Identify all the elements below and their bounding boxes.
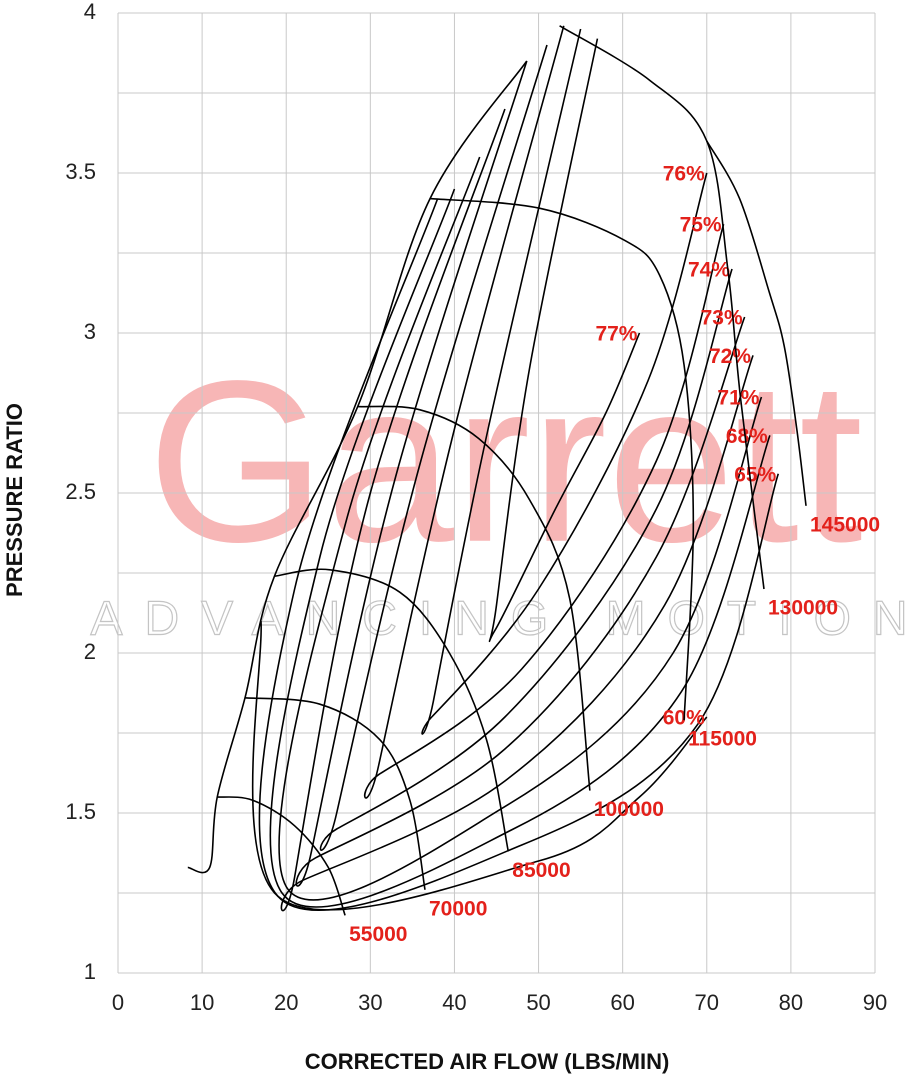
efficiency-label: 72% <box>709 345 751 368</box>
y-tick-label: 3 <box>84 319 96 344</box>
efficiency-contour <box>488 38 641 642</box>
speed-label: 130000 <box>768 597 838 620</box>
speed-line <box>706 140 807 506</box>
y-tick-label: 1.5 <box>65 799 96 824</box>
speed-line <box>244 697 426 890</box>
x-tick-label: 60 <box>610 990 634 1015</box>
efficiency-contour <box>295 60 746 887</box>
watermark-brand: Garrett <box>147 333 863 590</box>
x-tick-label: 20 <box>274 990 298 1015</box>
x-tick-label: 70 <box>695 990 719 1015</box>
y-tick-label: 4 <box>84 0 96 24</box>
efficiency-contour <box>269 188 771 908</box>
speed-line <box>559 25 765 590</box>
efficiency-label: 65% <box>734 463 776 486</box>
efficiency-contour <box>280 108 754 912</box>
x-tick-label: 90 <box>863 990 887 1015</box>
efficiency-label: 74% <box>688 259 730 282</box>
efficiency-contour <box>363 25 725 799</box>
speed-line <box>429 197 695 721</box>
efficiency-label: 73% <box>701 307 743 330</box>
efficiency-label: 77% <box>595 323 637 346</box>
efficiency-label: 75% <box>680 214 722 237</box>
speed-label: 115000 <box>688 728 757 751</box>
speed-label: 100000 <box>594 798 664 821</box>
x-tick-label: 0 <box>112 990 124 1015</box>
y-tick-label: 2 <box>84 639 96 664</box>
efficiency-contour <box>319 44 733 851</box>
efficiency-label: 76% <box>663 163 705 186</box>
y-tick-label: 3.5 <box>65 159 96 184</box>
watermark-tagline: ADVANCING MOTION <box>90 593 924 646</box>
x-axis-title: CORRECTED AIR FLOW (LBS/MIN) <box>305 1049 670 1074</box>
efficiency-label: 68% <box>726 425 768 448</box>
x-tick-label: 30 <box>358 990 382 1015</box>
efficiency-label: 71% <box>717 387 759 410</box>
speed-label: 55000 <box>349 923 407 946</box>
y-axis-title: PRESSURE RATIO <box>2 403 27 597</box>
efficiency-contour <box>421 28 708 735</box>
speed-label: 145000 <box>810 513 880 536</box>
speed-label: 85000 <box>512 859 570 882</box>
plot: 77%76%75%74%73%72%71%68%65%60%5500070000… <box>187 25 880 946</box>
speed-line <box>217 796 346 916</box>
y-tick-label: 2.5 <box>65 479 96 504</box>
x-tick-label: 40 <box>442 990 466 1015</box>
speed-label: 70000 <box>429 897 487 920</box>
x-tick-label: 50 <box>526 990 550 1015</box>
speed-line <box>357 405 591 791</box>
efficiency-contour <box>278 156 763 901</box>
x-tick-label: 80 <box>779 990 803 1015</box>
y-tick-label: 1 <box>84 959 96 984</box>
speed-line <box>274 568 510 852</box>
grid <box>117 12 876 974</box>
x-tick-label: 10 <box>190 990 214 1015</box>
efficiency-contour <box>251 620 708 911</box>
